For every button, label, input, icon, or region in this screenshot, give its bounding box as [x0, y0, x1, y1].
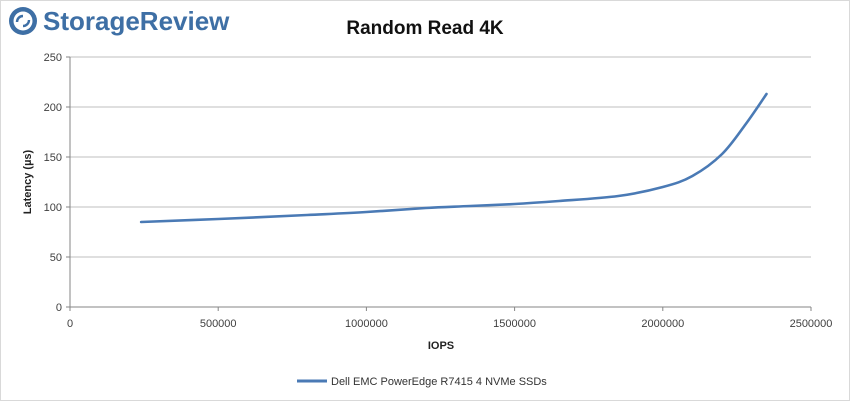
brand-name: StorageReview	[43, 6, 230, 36]
data-point	[469, 205, 471, 207]
data-point	[140, 221, 142, 223]
data-point	[662, 186, 664, 188]
y-tick-label: 150	[44, 152, 62, 164]
chart-title: Random Read 4K	[346, 18, 504, 39]
y-tick-label: 50	[50, 252, 62, 264]
y-tick-labels: 0 50 100 150 200 250	[44, 52, 62, 314]
x-tick-label: 2500000	[790, 318, 833, 330]
y-tick-label: 0	[56, 302, 62, 314]
y-tick-label: 250	[44, 52, 62, 64]
y-axis-title: Latency (µs)	[22, 149, 34, 214]
data-point	[365, 211, 367, 213]
storagereview-logo-icon	[9, 7, 37, 35]
data-point	[514, 203, 516, 205]
y-tick-label: 100	[44, 202, 62, 214]
x-tick-label: 2000000	[641, 318, 684, 330]
data-point	[558, 200, 560, 202]
data-point	[721, 153, 723, 155]
x-tick-label: 500000	[200, 318, 237, 330]
grid-lines	[70, 56, 811, 258]
legend-label: Dell EMC PowerEdge R7415 4 NVMe SSDs	[331, 376, 547, 388]
data-point	[306, 214, 308, 216]
series-lines	[139, 92, 768, 224]
axes	[66, 56, 812, 311]
y-tick-label: 200	[44, 102, 62, 114]
legend: Dell EMC PowerEdge R7415 4 NVMe SSDs	[297, 376, 547, 388]
data-point	[217, 218, 219, 220]
data-point	[425, 207, 427, 209]
x-tick-label: 1500000	[493, 318, 536, 330]
x-tick-label: 0	[67, 318, 73, 330]
x-tick-label: 1000000	[345, 318, 388, 330]
data-point	[745, 123, 747, 125]
data-point	[691, 175, 694, 177]
data-point	[617, 195, 619, 197]
x-tick-labels: 0 500000 1000000 1500000 2000000 2500000	[67, 318, 832, 330]
series-line	[139, 92, 768, 224]
brand-logo: StorageReview	[9, 6, 230, 36]
x-axis-title: IOPS	[428, 340, 454, 352]
data-point	[765, 93, 768, 95]
